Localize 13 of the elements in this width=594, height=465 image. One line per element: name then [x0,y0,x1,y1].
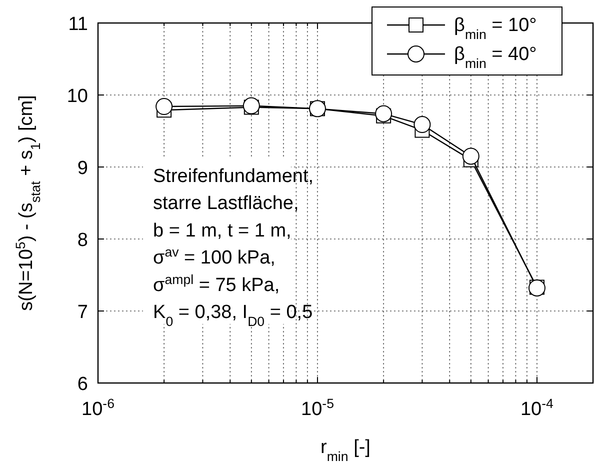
y-tick-label: 8 [77,230,88,251]
x-axis-title: r$_{min}$ [-] [320,437,370,464]
y-tick-label: 10 [66,86,88,107]
y-tick-label: 11 [68,14,88,35]
text: Streifenfundament, starre Lastfläche, b = 1 m, t = 1 m, σ$^{av}$ = 100 kPa, σ$^{ampl}$ = 75 kPa, K$_{0}$ = 0,38, I$_{D0}$ = 0,5 [153,166,314,328]
y-tick-label: 9 [77,158,88,179]
x-tick-label: 10$^{-4}$ [520,396,554,420]
legend-label: β$_{min}$ = 40° [454,44,537,70]
x-tick-label: 10$^{-6}$ [82,396,114,420]
x-tick-label: 10$^{-5}$ [301,396,334,420]
legend-label: β$_{min}$ = 10° [454,15,537,42]
y-tick-label: 6 [77,374,88,395]
y-tick-label: 7 [77,302,88,323]
